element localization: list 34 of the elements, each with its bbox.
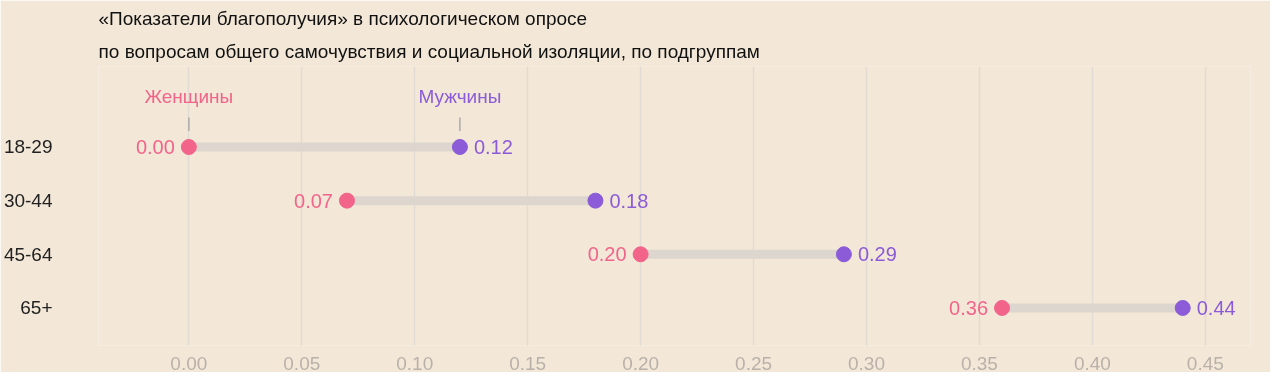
data-label: 0.36 (949, 296, 989, 319)
data-label: 0.12 (473, 135, 513, 158)
point (180, 139, 197, 155)
y-tick-label: 30-44 (3, 190, 53, 212)
y-tick-label: 45-64 (3, 243, 53, 265)
x-tick-label: 0.25 (735, 352, 773, 374)
data-label: 0.44 (1196, 296, 1236, 319)
point (835, 246, 852, 263)
x-tick-label: 0.00 (170, 352, 208, 374)
text: Женщины (144, 85, 234, 107)
x-tick-label: 0.40 (1073, 352, 1111, 374)
x-tick-label: 0.05 (283, 352, 321, 374)
data-label: 0.00 (135, 135, 175, 158)
point (587, 192, 604, 209)
y-tick-label: 18-29 (3, 136, 53, 158)
chart-subtitle: по вопросам общего самочувствия и социальной изоляции, по подгруппам (98, 40, 760, 62)
data-label: 0.18 (609, 189, 649, 212)
data-label: 0.20 (587, 243, 627, 266)
point (632, 246, 649, 263)
point (1174, 299, 1191, 316)
point (338, 192, 355, 209)
x-tick-label: 0.30 (848, 352, 885, 374)
x-tick-label: 0.15 (509, 352, 547, 374)
point (451, 139, 468, 155)
chart-title: «Показатели благополучия» в психологическом опросе (98, 7, 588, 29)
data-label: 0.29 (857, 243, 897, 266)
point (994, 299, 1011, 316)
y-tick-label: 65+ (20, 297, 53, 319)
x-tick-label: 0.45 (1186, 352, 1224, 374)
x-tick-label: 0.20 (622, 352, 660, 374)
x-tick-label: 0.35 (960, 352, 998, 374)
x-tick-label: 0.10 (396, 352, 434, 374)
text: Мужчины (418, 85, 502, 107)
data-label: 0.07 (294, 189, 333, 212)
